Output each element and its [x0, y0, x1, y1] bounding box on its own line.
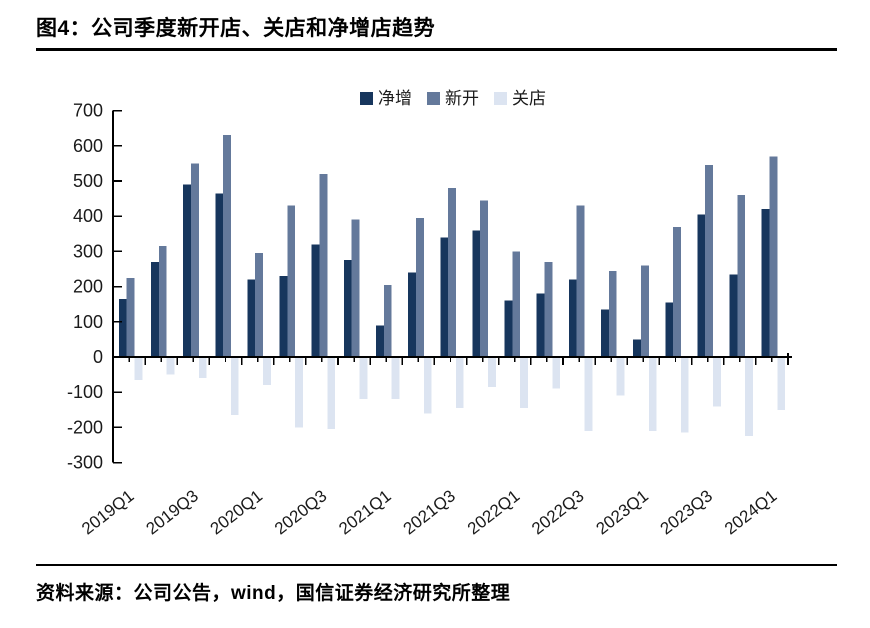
bar-net-2020Q1 [247, 279, 256, 357]
x-tick-label: 2023Q1 [592, 486, 651, 538]
legend-item-net: 净增 [360, 89, 412, 108]
bar-open-2021Q1 [383, 284, 392, 357]
bar-close-2019Q3 [198, 357, 207, 379]
bar-open-2020Q3 [319, 173, 328, 357]
bar-net-2024Q1 [761, 209, 770, 357]
bar-open-2024Q1 [769, 156, 778, 357]
x-tick-label: 2024Q1 [721, 486, 780, 538]
bar-close-2022Q3 [584, 357, 593, 431]
y-tick-label: 600 [73, 136, 103, 156]
bar-close-2022Q1 [520, 357, 528, 409]
bar-close-2019Q4 [230, 357, 239, 416]
source-divider [36, 564, 837, 566]
legend-label-open: 新开 [445, 89, 479, 108]
bar-net-2020Q4 [343, 260, 352, 357]
y-tick-label: 400 [73, 206, 103, 226]
bar-open-2021Q4 [480, 200, 489, 357]
legend-label-close: 关店 [512, 89, 546, 108]
bar-close-2023Q3 [713, 357, 721, 407]
x-tick-label: 2022Q1 [464, 486, 523, 538]
source-note: 资料来源：公司公告，wind，国信证券经济研究所整理 [36, 583, 511, 604]
x-tick-label: 2021Q3 [400, 486, 459, 538]
bar-open-2022Q2 [544, 261, 553, 357]
bar-net-2022Q3 [568, 279, 577, 357]
y-tick-label: 0 [93, 347, 103, 367]
bar-open-2019Q4 [223, 135, 231, 357]
title-divider [36, 48, 837, 51]
bar-net-2023Q1 [633, 339, 641, 357]
bar-close-2021Q4 [488, 357, 496, 387]
x-tick-label: 2020Q3 [271, 486, 330, 538]
bar-net-2023Q2 [665, 302, 674, 357]
bar-net-2020Q3 [311, 244, 320, 357]
legend-item-open: 新开 [427, 89, 479, 108]
bar-close-2024Q1 [777, 357, 786, 410]
bar-net-2022Q4 [601, 309, 609, 357]
bar-close-2021Q1 [391, 357, 400, 400]
bar-open-2021Q3 [448, 188, 456, 357]
x-tick-label: 2022Q3 [528, 486, 587, 538]
bar-net-2019Q1 [118, 298, 127, 357]
x-tick-label: 2023Q3 [657, 486, 716, 538]
x-tick-label: 2019Q1 [78, 486, 137, 538]
y-tick-label: -200 [67, 417, 103, 437]
y-tick-label: 300 [73, 241, 103, 261]
bar-net-2022Q1 [504, 300, 513, 357]
bar-close-2022Q2 [552, 357, 561, 389]
bar-open-2022Q4 [608, 270, 617, 357]
bar-open-2023Q2 [673, 226, 681, 357]
legend-swatch-open [427, 92, 440, 105]
bar-net-2023Q3 [697, 214, 706, 357]
bar-close-2023Q4 [745, 357, 753, 437]
bar-close-2021Q3 [455, 357, 464, 409]
bar-close-2023Q2 [680, 357, 689, 433]
legend-swatch-close [494, 92, 507, 105]
bar-net-2019Q2 [151, 261, 159, 357]
bar-open-2022Q3 [576, 205, 585, 357]
bar-close-2021Q2 [423, 357, 432, 414]
x-tick-label: 2019Q3 [142, 486, 201, 538]
legend-swatch-net [360, 92, 373, 105]
legend-label-net: 净增 [378, 89, 412, 108]
bar-net-2019Q4 [215, 193, 224, 357]
bar-open-2019Q3 [190, 163, 199, 357]
y-tick-label: 500 [73, 171, 103, 191]
y-tick-label: -300 [67, 453, 103, 473]
y-tick-label: 200 [73, 277, 103, 297]
bar-open-2020Q1 [255, 253, 264, 357]
bar-net-2021Q2 [408, 272, 416, 357]
bar-open-2020Q4 [351, 219, 360, 357]
bar-open-2022Q1 [512, 251, 521, 357]
bar-net-2023Q4 [729, 274, 738, 357]
bar-net-2022Q2 [536, 293, 545, 357]
bar-net-2019Q3 [183, 184, 191, 357]
bar-net-2020Q2 [279, 276, 288, 357]
bar-open-2023Q1 [640, 265, 649, 357]
bar-open-2020Q2 [287, 205, 296, 357]
x-tick-label: 2020Q1 [207, 486, 266, 538]
bar-net-2021Q1 [376, 325, 384, 357]
bar-close-2020Q1 [263, 357, 271, 386]
bar-close-2019Q2 [166, 357, 175, 375]
bar-close-2020Q4 [359, 357, 368, 400]
legend-item-close: 关店 [494, 89, 546, 108]
bar-open-2023Q4 [737, 195, 746, 357]
bar-close-2019Q1 [134, 357, 143, 380]
bar-net-2021Q3 [440, 237, 449, 357]
bar-close-2022Q4 [616, 357, 625, 396]
x-tick-label: 2021Q1 [335, 486, 394, 538]
bar-open-2021Q2 [415, 217, 424, 357]
y-tick-label: 700 [73, 101, 103, 121]
bar-open-2019Q1 [126, 277, 135, 357]
figure-title: 图4：公司季度新开店、关店和净增店趋势 [36, 17, 436, 40]
bar-close-2020Q3 [327, 357, 336, 430]
bar-net-2021Q4 [472, 230, 481, 357]
bar-close-2023Q1 [648, 357, 657, 431]
y-tick-label: 100 [73, 312, 103, 332]
y-tick-label: -100 [67, 382, 103, 402]
bar-open-2019Q2 [158, 246, 167, 357]
bar-close-2020Q2 [295, 357, 303, 428]
chart-canvas: -300 -200 -100 0 100 200 300 400 500 600 700 2019Q1… [67, 89, 792, 538]
bar-open-2023Q3 [705, 165, 714, 357]
